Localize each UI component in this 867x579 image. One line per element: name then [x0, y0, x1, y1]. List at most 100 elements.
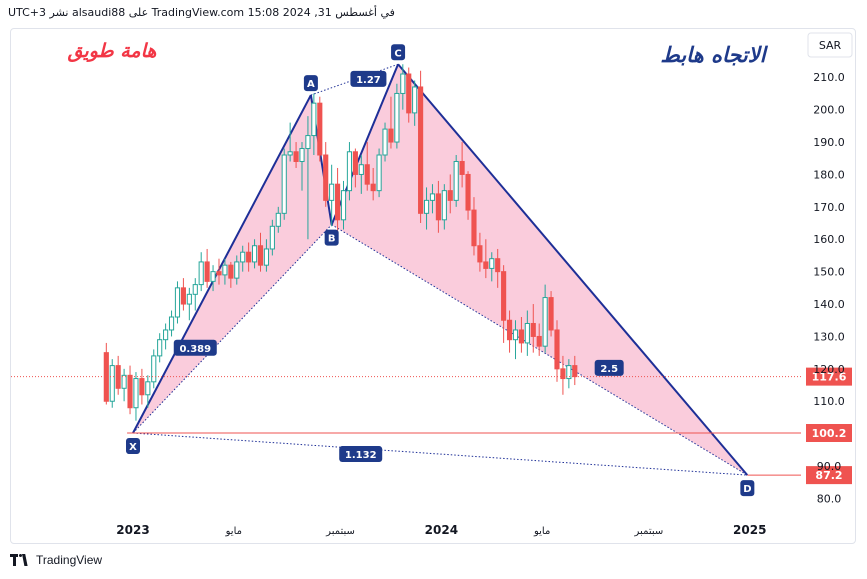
- candle: [406, 67, 412, 123]
- candle-body: [483, 261, 489, 269]
- y-tick-label: 120.0: [813, 363, 845, 376]
- candle: [489, 252, 495, 282]
- candle: [352, 148, 358, 188]
- chart-frame: [10, 28, 856, 544]
- candle-body: [133, 378, 139, 409]
- candle: [412, 80, 418, 126]
- candle-body: [240, 251, 246, 263]
- y-tick-label: 190.0: [813, 136, 845, 149]
- ratio-label: 2.5: [600, 364, 618, 375]
- candle: [447, 174, 453, 214]
- currency-button[interactable]: SAR: [807, 32, 853, 58]
- pattern-labels: X A B C D 0.389 1.27 2.5 1.132: [126, 44, 755, 497]
- candle: [435, 180, 441, 233]
- candle: [394, 83, 400, 149]
- candle: [536, 323, 542, 356]
- candle-body: [364, 164, 370, 185]
- candle-body: [465, 173, 471, 211]
- x-tick-label: سبتمبر: [325, 526, 355, 537]
- point-label-c: C: [394, 48, 401, 59]
- candle-body: [281, 154, 287, 214]
- candle-body: [257, 245, 264, 266]
- left-title: هامة طويق: [68, 40, 157, 62]
- price-tag: [806, 367, 852, 386]
- candle-body: [192, 284, 198, 295]
- candle-body: [204, 261, 210, 282]
- candle: [340, 180, 347, 230]
- candle-body: [382, 128, 388, 156]
- candle-body: [471, 209, 477, 247]
- x-tick-label: مايو: [533, 526, 550, 537]
- candle: [418, 70, 424, 224]
- price-tag-label: 117.6: [812, 371, 847, 384]
- candle-body: [317, 102, 323, 156]
- ratio-line-xb: [132, 224, 333, 434]
- candle: [453, 155, 459, 207]
- candle: [145, 375, 151, 408]
- candle-body: [311, 102, 317, 137]
- footer-brand[interactable]: TradingView: [36, 553, 103, 567]
- candle-body: [216, 271, 222, 276]
- candle: [263, 239, 270, 272]
- candle: [186, 287, 192, 321]
- candle-body: [228, 264, 234, 279]
- footer: TradingView: [10, 553, 102, 567]
- candle-body: [453, 160, 459, 201]
- candle: [566, 359, 572, 389]
- candle: [441, 184, 447, 230]
- y-tick-label: 170.0: [813, 201, 845, 214]
- candle-body: [560, 368, 566, 380]
- candle: [311, 93, 317, 156]
- candle: [530, 304, 536, 353]
- point-label-d: D: [743, 484, 751, 495]
- price-tag: [806, 466, 852, 485]
- candle: [364, 142, 370, 191]
- candle-body: [198, 261, 204, 286]
- candle-body: [388, 128, 394, 143]
- candle: [358, 155, 364, 194]
- candle: [501, 265, 507, 343]
- candle: [376, 148, 382, 198]
- candle: [423, 187, 430, 230]
- candle-body: [121, 374, 127, 389]
- candle: [388, 96, 394, 149]
- candle: [240, 245, 246, 272]
- candle-body: [263, 248, 270, 266]
- candle-body: [495, 258, 501, 273]
- x-tick-label: سبتمبر: [634, 526, 664, 537]
- candle-body: [524, 322, 530, 344]
- candles: [103, 64, 578, 421]
- candle: [269, 219, 275, 256]
- candle-body: [139, 378, 145, 396]
- candle: [216, 258, 222, 285]
- candle: [163, 323, 169, 350]
- candle: [168, 310, 175, 337]
- y-tick-label: 90.0: [817, 460, 842, 473]
- candle-body: [394, 92, 400, 143]
- candle-body: [441, 190, 447, 221]
- ratio-label-box: [350, 70, 387, 87]
- candle-body: [542, 297, 548, 347]
- y-tick-label: 180.0: [813, 168, 845, 181]
- candle: [465, 171, 471, 220]
- candle: [228, 261, 234, 288]
- candle-body: [269, 225, 275, 250]
- candle: [115, 355, 121, 395]
- candle-body: [358, 164, 364, 175]
- candle: [329, 164, 335, 227]
- point-label-a: A: [307, 79, 315, 90]
- candle-body: [548, 297, 554, 331]
- candle-body: [572, 365, 578, 378]
- candle-body: [293, 151, 299, 162]
- candle: [572, 355, 578, 386]
- y-tick-label: 80.0: [817, 492, 842, 505]
- point-label-box: [391, 44, 406, 61]
- candle-body: [506, 319, 513, 341]
- price-lines: 117.6 100.2 87.2: [11, 367, 852, 485]
- candle: [109, 359, 115, 408]
- candle: [512, 320, 519, 360]
- x-tick-label: 2024: [425, 523, 458, 537]
- candle: [548, 291, 554, 337]
- candle-body: [151, 355, 157, 383]
